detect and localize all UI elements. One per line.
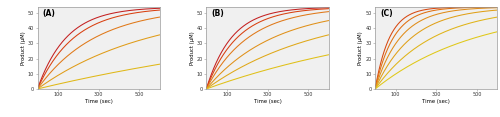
X-axis label: Time (sec): Time (sec) bbox=[422, 99, 450, 104]
Y-axis label: Product (μM): Product (μM) bbox=[20, 31, 25, 65]
Text: (C): (C) bbox=[380, 9, 392, 18]
Text: (B): (B) bbox=[211, 9, 224, 18]
Y-axis label: Product (μM): Product (μM) bbox=[190, 31, 194, 65]
Text: (A): (A) bbox=[42, 9, 56, 18]
X-axis label: Time (sec): Time (sec) bbox=[84, 99, 112, 104]
X-axis label: Time (sec): Time (sec) bbox=[254, 99, 281, 104]
Y-axis label: Product (μM): Product (μM) bbox=[358, 31, 364, 65]
